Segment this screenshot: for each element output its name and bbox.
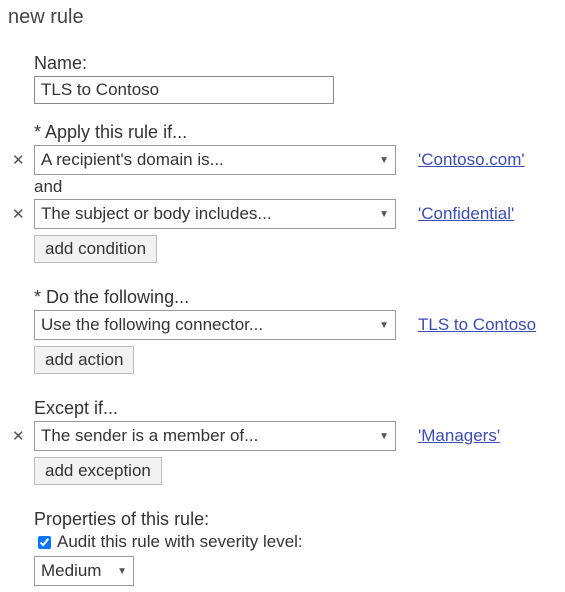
name-input[interactable]: [34, 76, 334, 104]
severity-select-text: Medium: [41, 561, 101, 581]
exceptions-heading: Except if...: [34, 398, 557, 419]
condition-select-text: The subject or body includes...: [41, 204, 272, 224]
form-area: Name: * Apply this rule if... ✕ A recipi…: [8, 53, 557, 586]
dialog-title: new rule: [8, 6, 557, 29]
exception-value-link[interactable]: 'Managers': [418, 426, 500, 446]
condition-select[interactable]: The subject or body includes... ▼: [34, 199, 396, 229]
add-exception-button[interactable]: add exception: [34, 457, 162, 485]
condition-value-link[interactable]: 'Confidential': [418, 204, 514, 224]
remove-exception-icon[interactable]: ✕: [12, 427, 34, 445]
add-action-button[interactable]: add action: [34, 346, 134, 374]
add-condition-button[interactable]: add condition: [34, 235, 157, 263]
chevron-down-icon: ▼: [117, 566, 127, 577]
condition-value-link[interactable]: 'Contoso.com': [418, 150, 525, 170]
remove-condition-icon[interactable]: ✕: [12, 151, 34, 169]
properties-heading: Properties of this rule:: [34, 509, 557, 530]
exception-select-text: The sender is a member of...: [41, 426, 258, 446]
action-row: Use the following connector... ▼ TLS to …: [34, 310, 557, 340]
chevron-down-icon: ▼: [379, 155, 389, 166]
action-select[interactable]: Use the following connector... ▼: [34, 310, 396, 340]
condition-select-text: A recipient's domain is...: [41, 150, 224, 170]
severity-select[interactable]: Medium ▼: [34, 556, 134, 586]
condition-row: ✕ A recipient's domain is... ▼ 'Contoso.…: [12, 145, 557, 175]
action-select-text: Use the following connector...: [41, 315, 263, 335]
chevron-down-icon: ▼: [379, 209, 389, 220]
exception-select[interactable]: The sender is a member of... ▼: [34, 421, 396, 451]
action-value-link[interactable]: TLS to Contoso: [418, 315, 536, 335]
chevron-down-icon: ▼: [379, 320, 389, 331]
audit-checkbox-row: Audit this rule with severity level:: [34, 532, 557, 552]
actions-heading: * Do the following...: [34, 287, 557, 308]
remove-condition-icon[interactable]: ✕: [12, 205, 34, 223]
conditions-joiner: and: [34, 177, 557, 197]
exception-row: ✕ The sender is a member of... ▼ 'Manage…: [12, 421, 557, 451]
audit-checkbox[interactable]: [38, 536, 51, 549]
conditions-heading: * Apply this rule if...: [34, 122, 557, 143]
condition-row: ✕ The subject or body includes... ▼ 'Con…: [12, 199, 557, 229]
condition-select[interactable]: A recipient's domain is... ▼: [34, 145, 396, 175]
audit-checkbox-label[interactable]: Audit this rule with severity level:: [57, 532, 303, 552]
chevron-down-icon: ▼: [379, 431, 389, 442]
name-label: Name:: [34, 53, 557, 74]
